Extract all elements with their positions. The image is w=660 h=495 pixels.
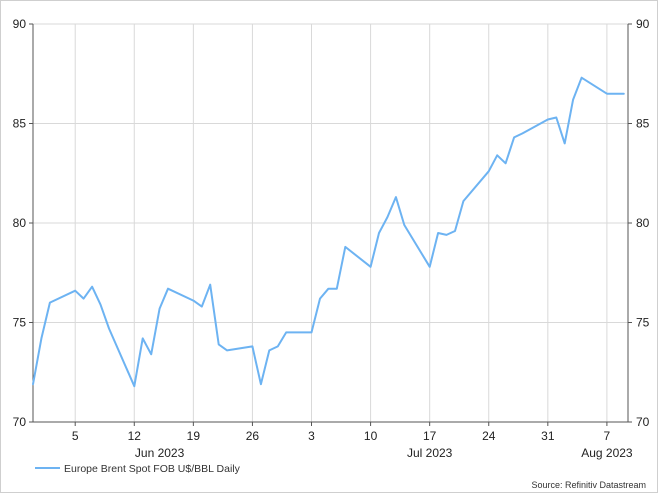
legend-label: Europe Brent Spot FOB U$/BBL Daily	[64, 463, 241, 475]
y-tick-label-left: 75	[13, 316, 27, 330]
gridlines	[33, 23, 628, 423]
x-tick-label: 26	[246, 429, 260, 443]
legend: Europe Brent Spot FOB U$/BBL Daily	[35, 463, 241, 475]
y-tick-label-right: 90	[636, 17, 650, 31]
y-axis-right: 70 75 80 85 90	[628, 17, 650, 429]
y-tick-label-left: 90	[13, 17, 27, 31]
x-tick-label: 5	[72, 429, 79, 443]
series-layer	[32, 76, 625, 388]
x-tick-label: 12	[128, 429, 142, 443]
y-axis-left: 70 75 80 85 90	[13, 17, 33, 429]
y-tick-label-right: 80	[636, 216, 650, 230]
x-tick-label: 19	[187, 429, 201, 443]
y-tick-label-right: 70	[636, 415, 650, 429]
y-tick-label-left: 70	[13, 415, 27, 429]
y-tick-label-left: 85	[13, 117, 27, 131]
series-line-brent	[32, 76, 625, 388]
source-note: Source: Refinitiv Datastream	[531, 480, 646, 490]
y-tick-label-left: 80	[13, 216, 27, 230]
x-tick-label: 10	[364, 429, 378, 443]
y-tick-label-right: 85	[636, 117, 650, 131]
x-tick-label: 24	[482, 429, 496, 443]
y-tick-label-right: 75	[636, 316, 650, 330]
x-tick-label: 31	[541, 429, 555, 443]
x-month-label: Aug 2023	[581, 446, 633, 460]
x-tick-label: 7	[604, 429, 611, 443]
x-tick-label: 3	[308, 429, 315, 443]
x-month-label: Jun 2023	[135, 446, 185, 460]
x-axis: 5 12 19 26 3 10 17 24 31 7 Jun 2023 Jul 2023 Aug 202…	[72, 422, 633, 460]
x-month-label: Jul 2023	[407, 446, 453, 460]
x-tick-label: 17	[423, 429, 437, 443]
